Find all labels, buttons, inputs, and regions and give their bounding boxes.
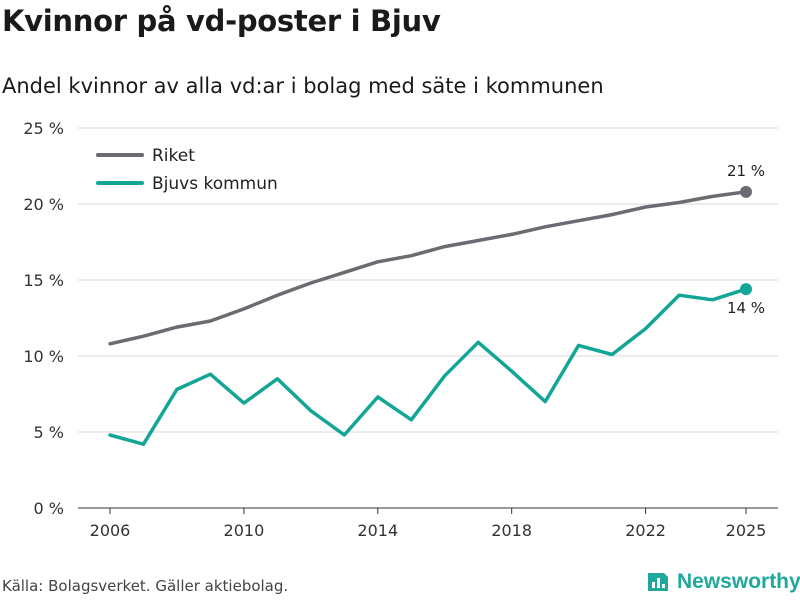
y-tick-label: 10 % (23, 347, 64, 366)
series-line-riket (108, 190, 748, 346)
y-tick-label: 25 % (23, 119, 64, 138)
end-marker (740, 185, 752, 198)
x-tick-label: 2018 (491, 521, 532, 540)
newsworthy-icon (648, 573, 668, 591)
x-tick-label: 2014 (357, 521, 398, 540)
chart-subtitle: Andel kvinnor av alla vd:ar i bolag med … (2, 74, 604, 98)
y-tick-label: 15 % (23, 271, 64, 290)
x-tick-label: 2022 (625, 521, 666, 540)
chart-title: Kvinnor på vd-poster i Bjuv (2, 4, 441, 38)
legend-label: Riket (152, 146, 195, 166)
x-tick-label: 2010 (224, 521, 265, 540)
series-layer: 21 % 14 % (108, 162, 765, 446)
source-note: Källa: Bolagsverket. Gäller aktiebolag. (2, 577, 289, 595)
x-tick-label: 2025 (726, 521, 767, 540)
grid-layer (78, 127, 778, 509)
newsworthy-logo[interactable]: Newsworthy (645, 569, 800, 595)
y-tick-label: 20 % (23, 195, 64, 214)
series-line-bjuv (108, 287, 748, 446)
brand-name: Newsworthy (677, 570, 800, 593)
axis-layer: 0 % 5 % 10 % 15 % 20 % 25 % 2006 2010 2014 2018 20… (23, 119, 766, 540)
end-value-label: 21 % (727, 162, 765, 180)
legend-label: Bjuvs kommun (152, 174, 278, 194)
end-marker (740, 283, 752, 296)
legend: Riket Bjuvs kommun (96, 146, 278, 194)
y-tick-label: 5 % (34, 423, 64, 442)
end-value-label: 14 % (727, 299, 765, 317)
x-tick-label: 2006 (90, 521, 131, 540)
y-tick-label: 0 % (34, 499, 64, 518)
